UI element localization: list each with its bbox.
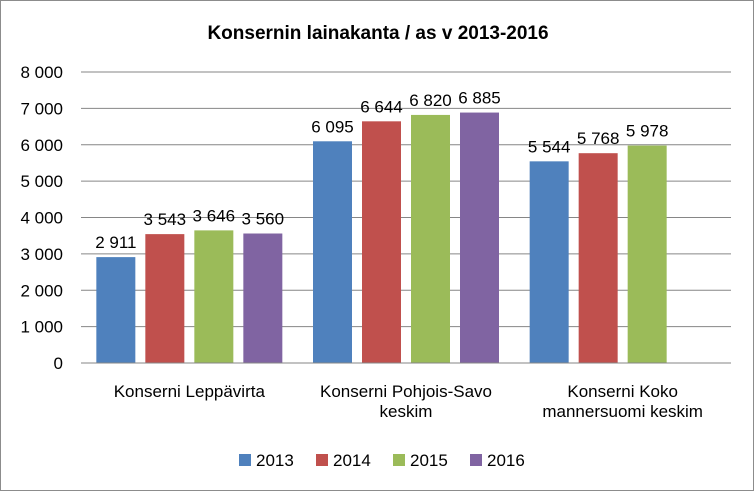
chart-title: Konsernin lainakanta / as v 2013-2016 [207,23,548,44]
data-label: 6 885 [458,89,501,108]
data-label: 5 544 [528,137,571,156]
y-tick-label: 1 000 [20,318,63,337]
data-label: 2 911 [95,233,136,252]
bar-2015 [627,145,667,363]
y-tick-label: 7 000 [20,99,63,118]
y-tick-label: 6 000 [20,136,63,155]
data-label: 6 644 [360,97,403,116]
legend-label: 2015 [410,451,448,470]
y-tick-label: 2 000 [20,281,63,300]
x-axis-category-labels: Konserni Leppävirta Konserni Pohjois-Savo… [114,382,703,421]
bar-2014 [578,153,618,363]
bars [96,112,667,364]
bar-2014 [145,234,185,363]
legend-swatch-2016 [470,454,482,466]
x-category-label: mannersuomi keskim [542,402,703,421]
x-category-label: Konserni Pohjois-Savo [320,382,492,401]
bar-2014 [362,121,401,364]
bar-2013 [313,141,352,363]
data-label: 6 820 [409,91,452,110]
y-tick-label: 5 000 [20,172,63,191]
y-tick-label: 3 000 [20,245,63,264]
y-axis-ticks: 0 1 000 2 000 3 000 4 000 5 000 6 000 7 000 8 00… [20,63,63,373]
y-tick-label: 8 000 [20,63,63,82]
bar-2015 [194,230,234,363]
data-labels: 2 911 3 543 3 646 3 560 6 095 6 644 6 820 6 885… [95,89,668,253]
bar-2015 [411,114,450,363]
y-tick-label: 4 000 [20,209,63,228]
data-label: 3 646 [193,206,236,225]
data-label: 6 095 [311,117,354,136]
y-tick-label: 0 [54,354,63,373]
bar-2013 [529,161,569,363]
x-category-label: Konserni Leppävirta [114,382,266,401]
bar-2013 [96,257,136,363]
x-category-label: keskim [380,402,433,421]
legend: 2013 2014 2015 2016 [239,451,525,470]
x-category-label: Konserni Koko [567,382,678,401]
legend-swatch-2015 [393,454,405,466]
bar-2016 [460,112,499,363]
data-label: 3 560 [242,210,285,229]
bar-2016 [243,233,283,363]
data-label: 5 978 [626,122,669,141]
legend-swatch-2013 [239,454,251,466]
legend-swatch-2014 [316,454,328,466]
data-label: 5 768 [577,129,620,148]
legend-label: 2013 [256,451,294,470]
data-label: 3 543 [144,210,187,229]
gridlines [81,71,731,328]
legend-label: 2016 [487,451,525,470]
legend-label: 2014 [333,451,371,470]
